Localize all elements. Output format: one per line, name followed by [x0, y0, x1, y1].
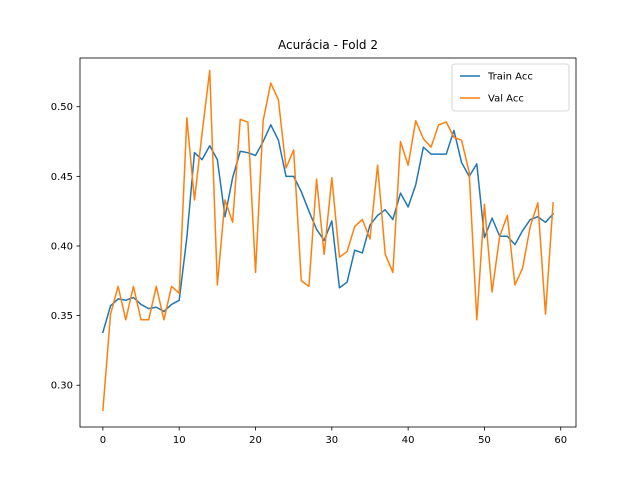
x-tick-label: 0 [100, 435, 106, 446]
y-tick-label: 0.45 [51, 172, 73, 183]
legend-label-2: Val Acc [488, 94, 524, 105]
x-tick-label: 40 [402, 435, 415, 446]
legend-box [451, 63, 570, 112]
x-tick-label: 20 [249, 435, 262, 446]
series-line-1 [101, 124, 555, 334]
x-tick-label: 50 [478, 435, 491, 446]
axes-group: 0 10 20 30 40 50 60 0.30 0.35 0.40 0.45 0.50 [51, 57, 577, 446]
x-tick-label: 10 [173, 435, 186, 446]
y-tick-label: 0.35 [51, 311, 73, 322]
series-line-2 [102, 69, 554, 412]
x-tick-label: 60 [554, 435, 567, 446]
legend-label-1: Train Acc [487, 72, 533, 83]
y-tick-label: 0.40 [51, 241, 73, 252]
y-tick-label: 0.30 [51, 381, 73, 392]
x-tick-label: 30 [325, 435, 338, 446]
y-tick-label: 0.50 [51, 102, 73, 113]
plot-area [101, 69, 555, 412]
chart-title: Acurácia - Fold 2 [278, 38, 378, 52]
legend: Train Acc Val Acc [451, 63, 570, 112]
axes-frame [79, 57, 577, 428]
